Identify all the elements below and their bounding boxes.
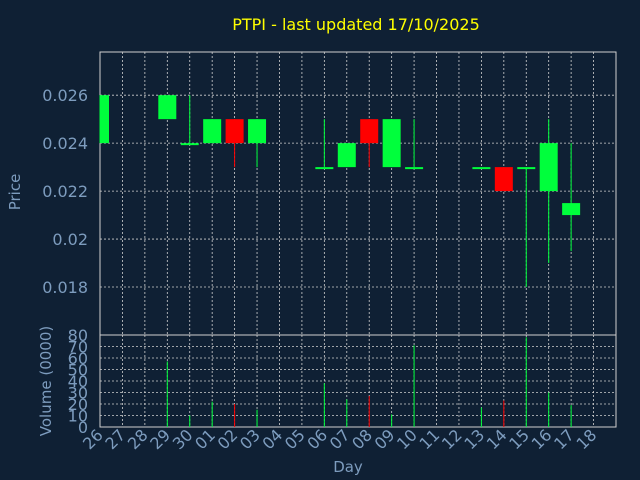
volume-grid <box>100 335 616 427</box>
volume-tick-label: 10 <box>68 407 88 426</box>
x-tick-label: 18 <box>573 425 601 453</box>
candle <box>517 167 536 288</box>
candle <box>248 119 267 168</box>
candle <box>315 119 334 170</box>
price-panel: 0.026 0.024 0.022 0.02 0.018 Price <box>6 51 617 336</box>
candle <box>99 95 109 144</box>
candle <box>562 143 581 252</box>
volume-tick-label: 20 <box>68 395 88 414</box>
price-tick-label: 0.018 <box>42 278 88 297</box>
volume-tick-label: 60 <box>68 349 88 368</box>
candle <box>405 119 424 170</box>
candlesticks <box>99 95 581 288</box>
price-axis-label: Price <box>6 174 24 211</box>
candle-body <box>337 143 356 168</box>
volume-tick-label: 70 <box>68 338 88 357</box>
candle-body <box>225 119 244 144</box>
candle <box>225 119 244 168</box>
candle <box>203 119 222 144</box>
candle-body <box>360 119 379 144</box>
candle <box>494 167 513 192</box>
price-tick-label: 0.024 <box>42 134 88 153</box>
price-grid <box>100 52 616 335</box>
candle-body <box>494 167 513 192</box>
volume-tick-label: 30 <box>68 384 88 403</box>
candle-body <box>100 95 109 144</box>
candle <box>539 119 558 264</box>
volume-panel-frame <box>99 334 617 428</box>
candle-body <box>472 167 491 170</box>
volume-tick-label: 40 <box>68 372 88 391</box>
candle <box>382 119 401 168</box>
candle-body <box>517 167 536 170</box>
candle-body <box>158 95 177 120</box>
volume-tick-label: 0 <box>78 418 88 437</box>
price-tick-label: 0.026 <box>42 86 88 105</box>
candle <box>337 143 356 168</box>
volume-bars <box>166 337 572 427</box>
candle <box>180 95 199 146</box>
chart-title: PTPI - last updated 17/10/2025 <box>232 15 480 34</box>
price-tick-label: 0.022 <box>42 182 88 201</box>
candle-body <box>562 203 581 216</box>
candle-body <box>539 143 558 192</box>
candle-body <box>203 119 222 144</box>
candle-body <box>248 119 267 144</box>
candle <box>472 167 491 170</box>
candle-body <box>382 119 401 168</box>
candle-body <box>405 167 424 170</box>
x-axis-ticks: 2627282930010203040506070809101112131415… <box>79 425 600 453</box>
volume-axis-label: Volume (0000) <box>37 326 55 436</box>
volume-tick-label: 80 <box>68 326 88 345</box>
candle <box>360 119 379 168</box>
candle-body <box>315 167 334 170</box>
volume-tick-label: 50 <box>68 361 88 380</box>
x-axis-label: Day <box>333 458 363 476</box>
price-y-ticks: 0.026 0.024 0.022 0.02 0.018 <box>42 86 88 297</box>
price-tick-label: 0.02 <box>52 230 88 249</box>
candle-body <box>180 143 199 146</box>
price-panel-frame <box>99 51 617 336</box>
candle <box>158 95 177 120</box>
